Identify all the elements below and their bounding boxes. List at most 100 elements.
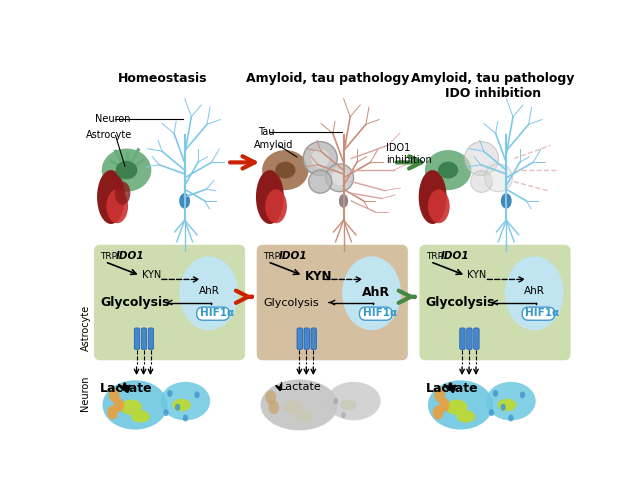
FancyBboxPatch shape — [467, 328, 472, 350]
Ellipse shape — [508, 414, 514, 421]
FancyBboxPatch shape — [474, 328, 479, 350]
Text: Lactate: Lactate — [280, 382, 322, 392]
Ellipse shape — [116, 161, 138, 179]
Text: IDO1
inhibition: IDO1 inhibition — [386, 143, 432, 165]
Ellipse shape — [172, 399, 191, 411]
Ellipse shape — [179, 193, 190, 208]
Ellipse shape — [332, 170, 348, 186]
Text: Lactate: Lactate — [100, 382, 153, 395]
Text: TRP: TRP — [426, 252, 443, 262]
Ellipse shape — [131, 411, 150, 423]
Ellipse shape — [486, 382, 536, 420]
Ellipse shape — [102, 380, 168, 430]
Ellipse shape — [500, 404, 506, 411]
Ellipse shape — [505, 256, 564, 330]
Ellipse shape — [115, 182, 131, 205]
Text: Amyloid, tau pathology
IDO inhibition: Amyloid, tau pathology IDO inhibition — [412, 72, 575, 99]
Ellipse shape — [489, 409, 494, 416]
Text: KYN: KYN — [305, 270, 332, 283]
Text: Tau: Tau — [259, 127, 275, 136]
FancyBboxPatch shape — [148, 328, 154, 350]
Ellipse shape — [161, 382, 210, 420]
Ellipse shape — [434, 388, 445, 402]
Text: Astrocyte: Astrocyte — [81, 305, 90, 351]
Ellipse shape — [501, 193, 511, 208]
Text: Homeostasis: Homeostasis — [118, 72, 207, 85]
Ellipse shape — [195, 392, 200, 398]
Text: Amyloid: Amyloid — [254, 140, 294, 150]
Ellipse shape — [265, 390, 276, 404]
Ellipse shape — [109, 388, 120, 402]
Ellipse shape — [457, 411, 476, 423]
Ellipse shape — [326, 382, 381, 420]
Text: Glycolysis: Glycolysis — [426, 296, 495, 309]
Ellipse shape — [433, 406, 444, 420]
FancyBboxPatch shape — [460, 328, 465, 350]
Ellipse shape — [446, 399, 467, 415]
Ellipse shape — [419, 170, 447, 224]
Text: HIF1α: HIF1α — [525, 308, 559, 318]
FancyBboxPatch shape — [141, 328, 147, 350]
Ellipse shape — [163, 409, 169, 416]
Ellipse shape — [340, 399, 356, 411]
Text: IDO1: IDO1 — [116, 251, 144, 261]
Ellipse shape — [439, 398, 450, 412]
Text: Neuron: Neuron — [95, 113, 131, 124]
FancyBboxPatch shape — [522, 307, 555, 320]
FancyBboxPatch shape — [257, 245, 408, 360]
Ellipse shape — [262, 150, 308, 190]
Ellipse shape — [179, 256, 238, 330]
Text: AhR: AhR — [362, 286, 390, 300]
Text: Astrocyte: Astrocyte — [86, 131, 132, 140]
Ellipse shape — [275, 162, 296, 179]
Ellipse shape — [326, 164, 353, 192]
Ellipse shape — [175, 404, 180, 411]
Ellipse shape — [308, 170, 332, 193]
Ellipse shape — [484, 164, 513, 192]
Ellipse shape — [107, 406, 118, 420]
Ellipse shape — [428, 189, 450, 223]
Ellipse shape — [339, 194, 348, 208]
Ellipse shape — [470, 171, 492, 192]
Ellipse shape — [265, 189, 287, 223]
Text: HIF1α: HIF1α — [362, 308, 397, 318]
Ellipse shape — [438, 162, 458, 179]
Ellipse shape — [342, 256, 401, 330]
FancyBboxPatch shape — [297, 328, 303, 350]
Ellipse shape — [428, 380, 493, 430]
FancyBboxPatch shape — [134, 328, 140, 350]
Ellipse shape — [311, 150, 330, 168]
Ellipse shape — [493, 390, 498, 397]
Text: Glycolysis: Glycolysis — [263, 298, 319, 307]
Ellipse shape — [113, 398, 124, 412]
Ellipse shape — [465, 142, 499, 175]
Ellipse shape — [491, 170, 506, 186]
Ellipse shape — [333, 398, 338, 404]
Text: IDO1: IDO1 — [278, 251, 307, 261]
Text: Glycolysis: Glycolysis — [100, 296, 170, 309]
Ellipse shape — [296, 411, 313, 422]
Text: AhR: AhR — [199, 286, 220, 297]
Text: KYN: KYN — [142, 270, 161, 280]
Ellipse shape — [284, 400, 304, 414]
Ellipse shape — [120, 399, 142, 415]
Text: TRP: TRP — [100, 252, 117, 262]
FancyBboxPatch shape — [311, 328, 316, 350]
Ellipse shape — [268, 400, 279, 414]
Text: Lactate: Lactate — [426, 382, 478, 395]
FancyBboxPatch shape — [360, 307, 392, 320]
Text: KYN: KYN — [467, 270, 487, 280]
Ellipse shape — [425, 150, 472, 190]
Text: HIF1α: HIF1α — [200, 308, 234, 318]
Ellipse shape — [256, 170, 284, 224]
FancyBboxPatch shape — [94, 245, 245, 360]
Text: TRP: TRP — [263, 252, 280, 262]
Ellipse shape — [520, 392, 525, 398]
Ellipse shape — [303, 142, 337, 175]
Ellipse shape — [260, 379, 338, 431]
FancyBboxPatch shape — [196, 307, 229, 320]
FancyBboxPatch shape — [304, 328, 309, 350]
Ellipse shape — [167, 390, 173, 397]
Ellipse shape — [341, 412, 346, 418]
Text: Neuron: Neuron — [81, 375, 90, 411]
